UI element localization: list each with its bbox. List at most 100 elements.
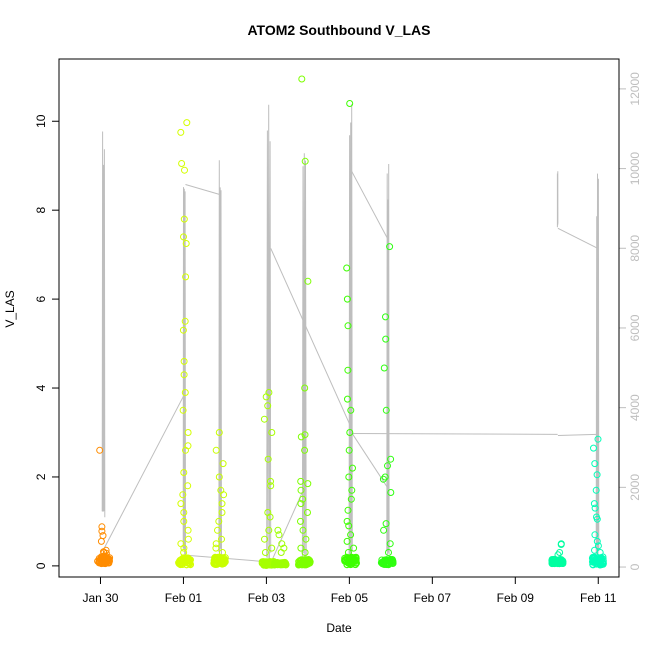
data-point: [299, 526, 307, 534]
y2-tick-label: 8000: [628, 235, 642, 262]
data-point: [176, 560, 184, 568]
data-point: [348, 486, 356, 494]
data-point: [347, 531, 355, 539]
y-tick-label: 4: [34, 384, 48, 391]
data-point: [301, 446, 309, 454]
y-axis-label: V_LAS: [3, 290, 17, 327]
data-point: [215, 429, 223, 436]
line-spike: [182, 187, 186, 557]
data-point: [380, 558, 388, 566]
data-point: [278, 540, 286, 548]
data-point: [264, 402, 272, 410]
data-point: [347, 406, 355, 414]
data-point: [218, 500, 226, 508]
x-tick-label: Feb 09: [497, 591, 535, 605]
line-segment: [350, 433, 558, 435]
data-point: [218, 509, 226, 516]
data-point: [220, 491, 228, 499]
data-point: [261, 549, 269, 556]
data-point: [382, 520, 390, 528]
plot-frame: [58, 58, 620, 578]
data-point: [179, 554, 187, 562]
data-point: [184, 429, 192, 436]
line-segment: [185, 184, 220, 195]
data-point: [597, 555, 605, 563]
data-point: [182, 446, 189, 454]
data-point: [345, 522, 353, 530]
data-point: [265, 526, 273, 534]
data-point: [593, 537, 601, 545]
data-point: [387, 558, 395, 566]
data-point: [218, 555, 226, 563]
line-spike: [386, 163, 390, 555]
y2-tick-label: 10000: [628, 152, 642, 186]
data-point: [593, 471, 601, 479]
data-point: [301, 157, 309, 165]
data-point: [590, 500, 598, 508]
data-point: [344, 366, 352, 374]
y-tick-label: 8: [34, 207, 48, 214]
line-spike: [595, 173, 600, 557]
data-point: [382, 406, 390, 414]
data-point: [301, 384, 309, 392]
x-axis-label: Date: [326, 621, 352, 635]
data-point: [212, 446, 220, 454]
data-point: [344, 506, 352, 514]
data-point: [297, 500, 305, 508]
data-point: [180, 357, 188, 365]
data-point: [594, 435, 602, 443]
data-point: [268, 429, 276, 436]
data-point: [297, 477, 305, 485]
data-point: [212, 540, 220, 548]
data-point: [183, 119, 191, 127]
data-point: [214, 555, 221, 563]
data-point: [384, 462, 391, 470]
y-tick-label: 0: [34, 562, 48, 569]
data-point: [298, 75, 306, 83]
line-series: [101, 104, 600, 564]
data-point: [220, 560, 228, 567]
data-point: [591, 531, 599, 539]
data-point: [386, 540, 394, 548]
data-point: [215, 473, 223, 481]
data-point: [179, 491, 187, 499]
x-tick-label: Feb 01: [165, 591, 203, 605]
data-point: [381, 473, 389, 481]
data-point: [215, 517, 223, 525]
data-point: [274, 560, 282, 568]
data-point: [180, 215, 188, 223]
y-tick-label: 10: [34, 114, 48, 128]
data-point: [180, 544, 188, 552]
line-spike: [266, 104, 272, 559]
data-point: [344, 395, 351, 403]
data-point: [96, 446, 104, 454]
data-point: [346, 429, 354, 436]
data-point: [267, 477, 274, 485]
data-point: [345, 446, 353, 454]
data-point: [218, 535, 225, 543]
data-point: [95, 558, 103, 566]
data-point: [180, 469, 188, 476]
data-point: [221, 555, 229, 563]
data-point: [184, 482, 192, 490]
data-point: [592, 486, 600, 494]
data-point: [261, 535, 268, 543]
data-point: [380, 526, 388, 534]
data-point: [302, 556, 310, 564]
data-point: [277, 549, 285, 556]
data-point: [344, 322, 352, 330]
line-segment: [270, 248, 350, 424]
data-point: [275, 531, 283, 539]
data-points: [94, 75, 607, 569]
data-point: [302, 561, 309, 569]
data-point: [387, 489, 395, 496]
data-point: [297, 433, 305, 441]
data-point: [297, 544, 305, 552]
data-point: [211, 555, 219, 563]
data-point: [345, 473, 353, 481]
data-point: [102, 554, 110, 562]
line-segment: [351, 433, 388, 488]
data-point: [262, 393, 270, 401]
